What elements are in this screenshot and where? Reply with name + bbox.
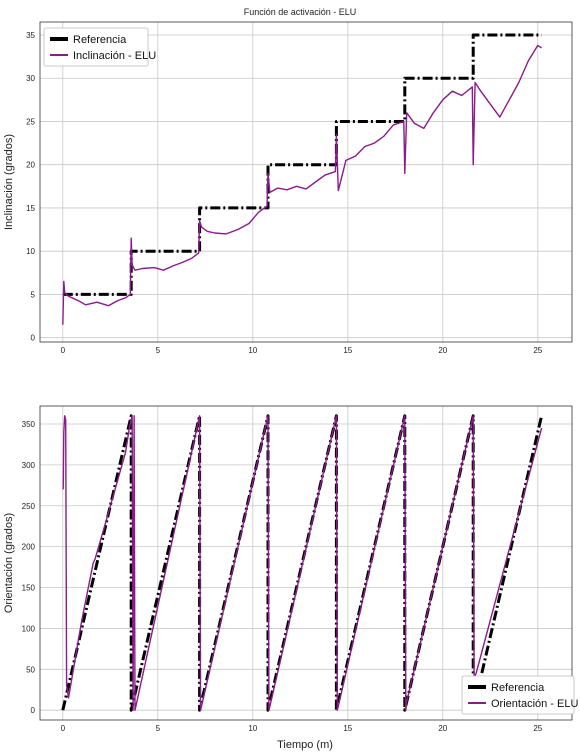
- plot-frame: [39, 405, 573, 721]
- x-axis-label: Tiempo (m): [277, 739, 333, 751]
- x-tick-label: 10: [248, 346, 257, 355]
- y-tick-label: 10: [26, 247, 35, 256]
- series-line-reference: [62, 33, 542, 296]
- series-line-elu: [62, 44, 542, 325]
- x-tick-label: 15: [343, 724, 352, 733]
- inclination-chart: 0 5 10 15 20 25 0 5 10 15 20 25 30 35 Inclinación (gra…: [3, 21, 573, 355]
- legend-box: [43, 27, 149, 67]
- series-line-elu: [62, 415, 543, 711]
- y-tick-label: 50: [26, 665, 35, 674]
- x-tick-label: 15: [343, 346, 352, 355]
- y-tick-label: 35: [26, 31, 35, 40]
- legend-entry: Referencia: [491, 682, 545, 694]
- y-axis-label: Inclinación (grados): [3, 134, 15, 230]
- x-tick-label: 0: [61, 346, 66, 355]
- y-tick-label: 200: [22, 543, 36, 552]
- x-tick-label: 5: [156, 724, 161, 733]
- y-tick-label: 300: [22, 461, 36, 470]
- legend: Referencia Inclinación - ELU: [43, 27, 156, 67]
- x-tick-label: 20: [438, 724, 447, 733]
- y-tick-label: 30: [26, 74, 35, 83]
- x-tick-label: 25: [533, 346, 542, 355]
- plot-frame: [39, 21, 573, 343]
- chart-title: Función de activación - ELU: [244, 7, 357, 17]
- y-tick-label: 250: [22, 502, 36, 511]
- legend-box: [461, 675, 575, 715]
- y-tick-label: 100: [22, 624, 36, 633]
- y-tick-label: 20: [26, 161, 35, 170]
- x-tick-label: 25: [533, 724, 542, 733]
- x-tick-label: 5: [156, 346, 161, 355]
- y-tick-label: 0: [31, 334, 36, 343]
- y-axis-label: Orientación (grados): [3, 513, 15, 613]
- y-tick-label: 0: [31, 706, 36, 715]
- legend-entry: Inclinación - ELU: [73, 50, 156, 62]
- legend-entry: Orientación - ELU: [491, 698, 578, 710]
- y-tick-label: 350: [22, 420, 36, 429]
- y-tick-label: 5: [31, 290, 36, 299]
- y-tick-label: 25: [26, 117, 35, 126]
- legend: Referencia Orientación - ELU: [461, 675, 578, 715]
- x-tick-label: 0: [61, 724, 66, 733]
- x-tick-label: 10: [248, 724, 257, 733]
- x-tick-label: 20: [438, 346, 447, 355]
- y-tick-label: 150: [22, 584, 36, 593]
- y-tick-label: 15: [26, 204, 35, 213]
- orientation-chart: 0 5 10 15 20 25050100150200250300350Orientaci…: [3, 405, 578, 733]
- legend-entry: Referencia: [73, 34, 127, 46]
